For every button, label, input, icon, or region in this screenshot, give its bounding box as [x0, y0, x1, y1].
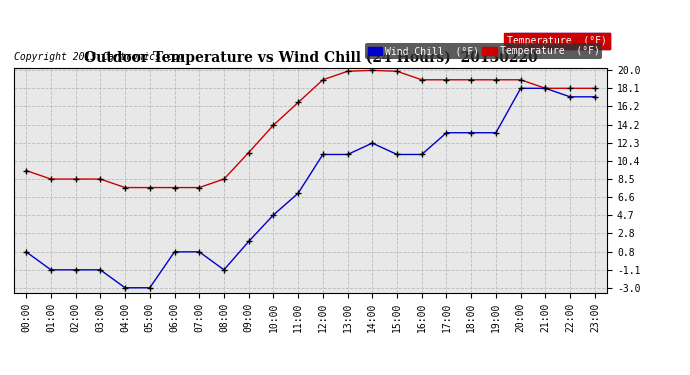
Text: Temperature  (°F): Temperature (°F): [507, 36, 607, 46]
Text: Copyright 2013 Cartronics.com: Copyright 2013 Cartronics.com: [14, 52, 184, 62]
Text: Wind Chill  (°F): Wind Chill (°F): [513, 36, 607, 46]
Title: Outdoor Temperature vs Wind Chill (24 Hours)  20130220: Outdoor Temperature vs Wind Chill (24 Ho…: [83, 51, 538, 65]
Legend: Wind Chill  (°F), Temperature  (°F): Wind Chill (°F), Temperature (°F): [365, 43, 602, 59]
